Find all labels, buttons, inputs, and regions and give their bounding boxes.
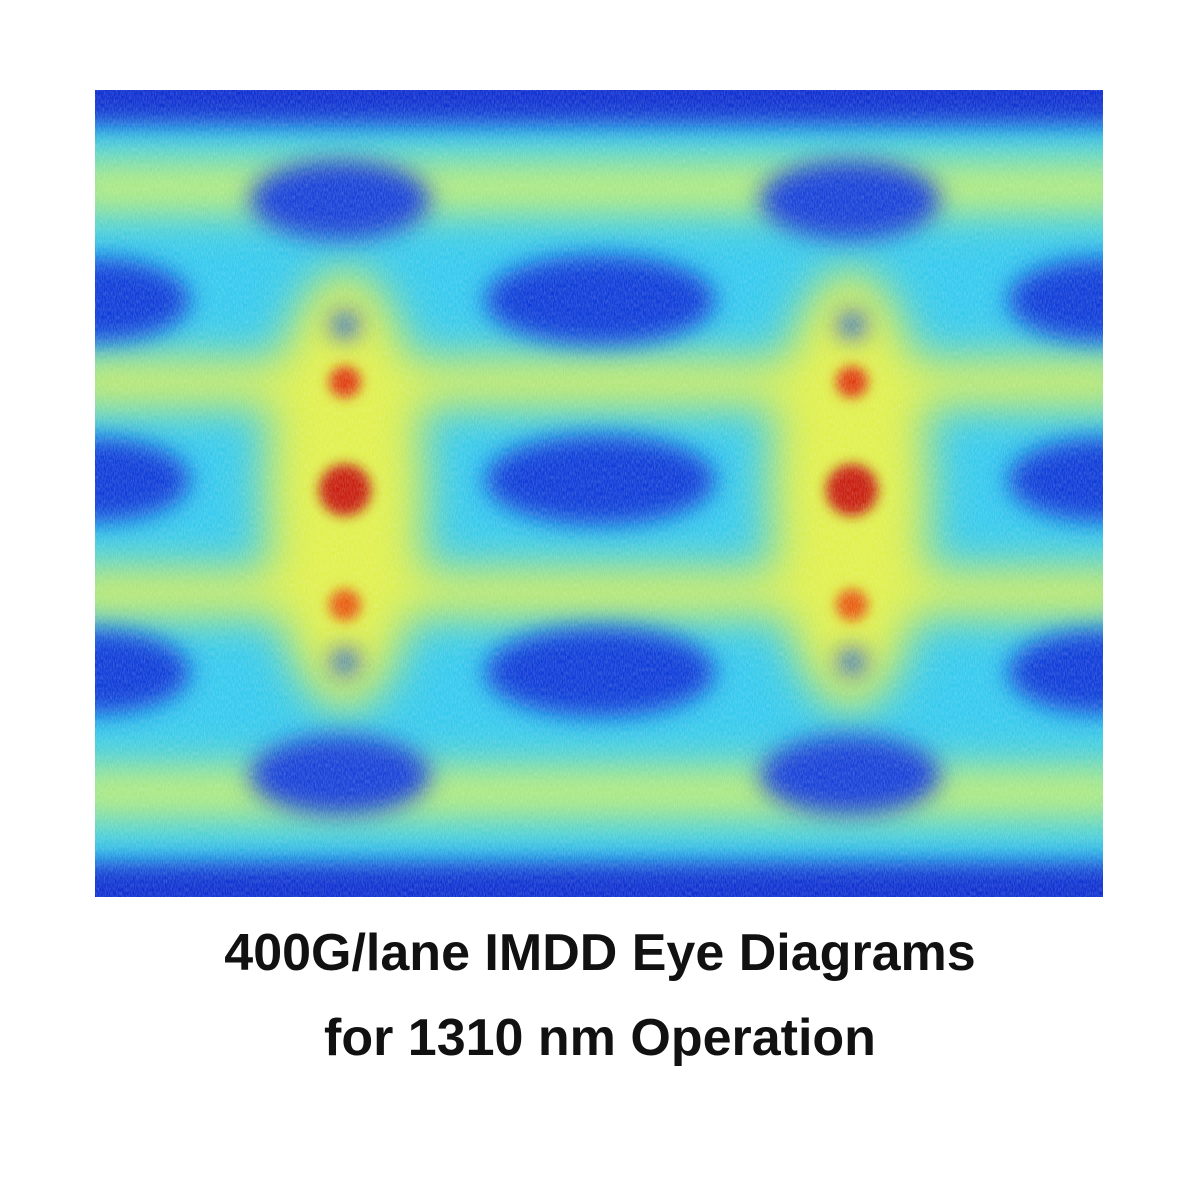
texture — [95, 90, 1103, 897]
caption-line: 400G/lane IMDD Eye Diagrams — [224, 924, 975, 982]
eye-diagram — [95, 90, 1103, 897]
caption-line: for 1310 nm Operation — [324, 1009, 876, 1067]
